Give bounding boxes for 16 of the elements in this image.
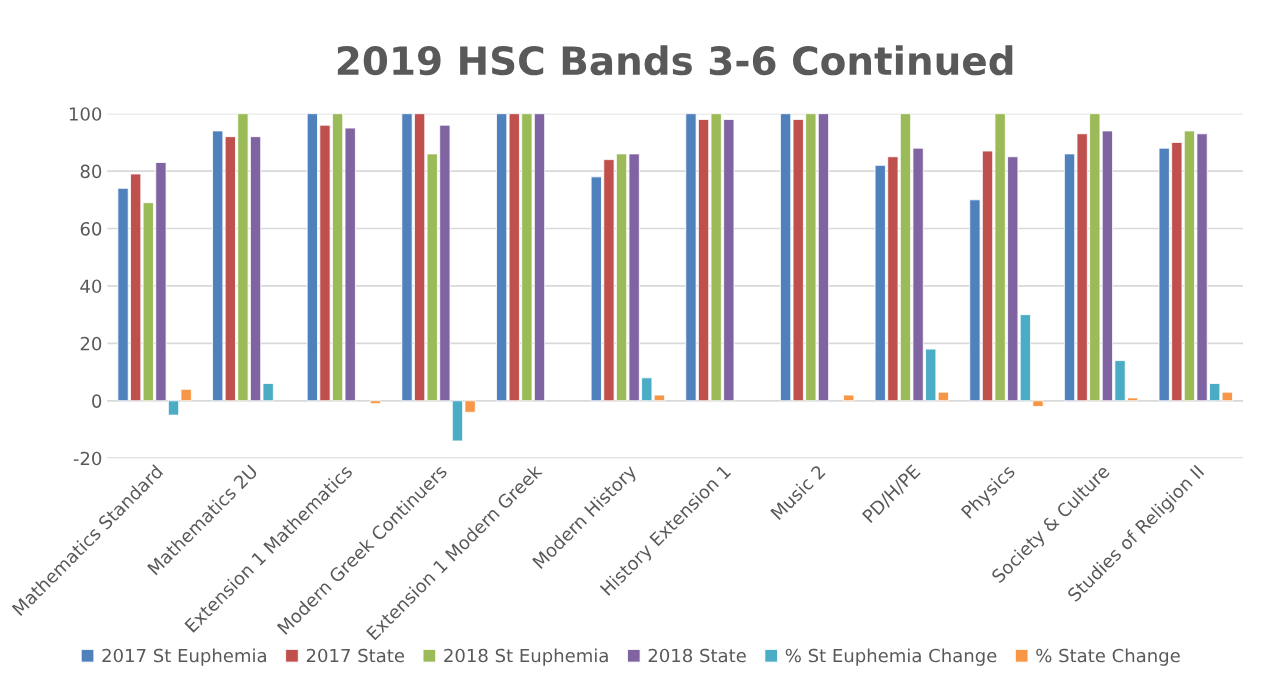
legend-label: % State Change xyxy=(1036,648,1180,666)
y-tick-label: 20 xyxy=(80,336,102,351)
legend-label: % St Euphemia Change xyxy=(785,648,997,666)
y-tick-label: 40 xyxy=(80,279,102,294)
legend-label: 2018 State xyxy=(648,648,746,663)
bar xyxy=(369,400,382,405)
y-tick-label: -20 xyxy=(73,451,102,466)
y-tick-label: 80 xyxy=(80,164,102,179)
chart-title: 2019 HSC Bands 3-6 Continued xyxy=(337,45,1013,76)
legend-label: 2017 State xyxy=(306,648,405,663)
y-tick-label: 100 xyxy=(69,107,102,121)
y-tick-label: 0 xyxy=(92,394,102,408)
legend-label: 2018 St Euphemia xyxy=(444,648,608,666)
y-tick-label: 60 xyxy=(80,221,102,236)
legend-label: 2017 St Euphemia xyxy=(102,648,266,666)
bar xyxy=(843,394,855,402)
